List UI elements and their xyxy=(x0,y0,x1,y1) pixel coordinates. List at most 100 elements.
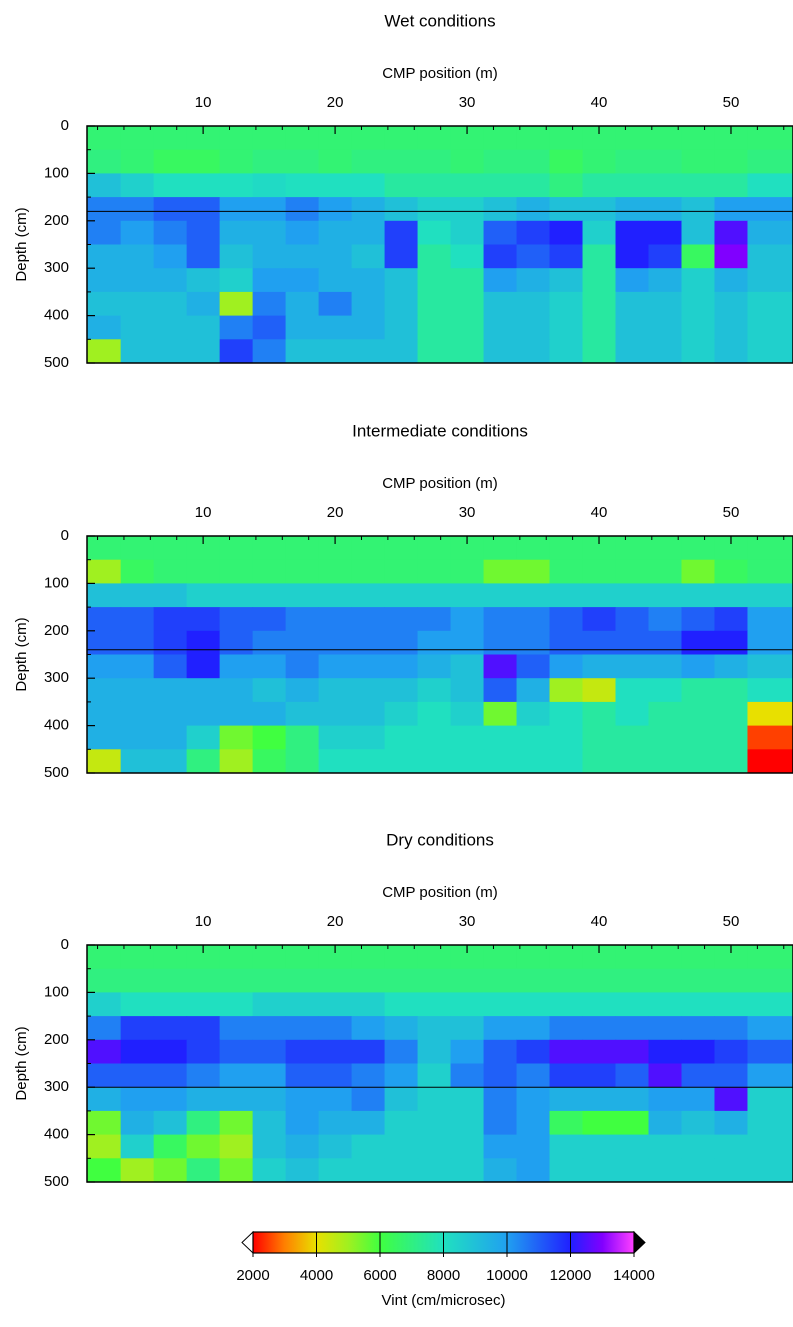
heatmap-cell xyxy=(582,1063,617,1088)
heatmap-cell xyxy=(681,701,715,727)
heatmap-cell xyxy=(351,536,386,561)
heatmap-cell xyxy=(516,536,551,561)
heatmap-cell xyxy=(252,1134,287,1159)
heatmap-cell xyxy=(549,749,584,774)
x-tick-label: 10 xyxy=(195,504,212,521)
heatmap-cell xyxy=(450,630,485,655)
heatmap-cell xyxy=(483,607,518,632)
heatmap-cell xyxy=(252,1063,287,1088)
heatmap-cell xyxy=(120,654,155,679)
heatmap-cell xyxy=(483,1039,518,1064)
heatmap-cell xyxy=(483,701,518,727)
heatmap-cell xyxy=(681,1063,715,1088)
heatmap-cell xyxy=(318,1063,353,1088)
heatmap-cell xyxy=(516,630,551,655)
heatmap-cell xyxy=(747,607,793,632)
heatmap-cell xyxy=(747,654,793,679)
heatmap-cell xyxy=(549,945,584,970)
heatmap-cell xyxy=(219,220,254,245)
heatmap-cell xyxy=(549,630,584,655)
heatmap-cell xyxy=(582,630,617,655)
heatmap-cell xyxy=(648,1158,682,1183)
heatmap-cell xyxy=(516,268,551,293)
heatmap-cell xyxy=(681,339,715,364)
heatmap-cell xyxy=(714,583,748,608)
heatmap-cell xyxy=(747,945,793,970)
heatmap-cell xyxy=(450,1087,485,1112)
heatmap-cell xyxy=(714,339,748,364)
heatmap-cell xyxy=(549,126,584,151)
heatmap-cell xyxy=(549,559,584,584)
heatmap-cell xyxy=(252,149,287,174)
heatmap-cell xyxy=(648,1087,682,1112)
heatmap-cell xyxy=(615,559,650,584)
heatmap-cell xyxy=(483,968,518,993)
heatmap-cell xyxy=(483,220,518,245)
heatmap-cell xyxy=(648,630,682,655)
heatmap-cell xyxy=(516,1087,551,1112)
heatmap-cell xyxy=(714,268,748,293)
heatmap-cell xyxy=(351,630,386,655)
heatmap-cell xyxy=(285,945,320,970)
heatmap-cell xyxy=(450,220,485,245)
heatmap-cell xyxy=(615,1134,650,1159)
heatmap-cell xyxy=(384,339,419,364)
heatmap-cell xyxy=(153,339,188,364)
heatmap-cell xyxy=(252,1016,287,1041)
heatmap-cell xyxy=(87,197,122,222)
heatmap-cell xyxy=(384,630,419,655)
heatmap-cell xyxy=(582,1016,617,1041)
y-axis-label: Depth (cm) xyxy=(13,207,30,281)
heatmap-cell xyxy=(681,725,715,750)
heatmap-cell xyxy=(153,559,188,584)
heatmap-cell xyxy=(516,749,551,774)
heatmap-cell xyxy=(648,1063,682,1088)
heatmap-cell xyxy=(615,992,650,1017)
heatmap-cell xyxy=(681,149,715,174)
heatmap-cell xyxy=(681,1110,715,1136)
heatmap-cell xyxy=(417,1039,452,1064)
heatmap-cell xyxy=(120,607,155,632)
heatmap-cell xyxy=(681,1134,715,1159)
heatmap-cell xyxy=(714,968,748,993)
heatmap-cell xyxy=(351,678,386,703)
heatmap-cell xyxy=(186,630,221,655)
heatmap-cell xyxy=(648,678,682,703)
heatmap-cell xyxy=(384,1016,419,1041)
heatmap-cell xyxy=(252,749,287,774)
heatmap-cell xyxy=(516,654,551,679)
heatmap-cell xyxy=(153,149,188,174)
heatmap-cell xyxy=(648,701,682,727)
heatmap-cell xyxy=(450,1134,485,1159)
heatmap-cell xyxy=(615,268,650,293)
heatmap-cell xyxy=(417,291,452,317)
heatmap-cell xyxy=(681,749,715,774)
heatmap-cell xyxy=(351,1016,386,1041)
heatmap-cell xyxy=(714,1158,748,1183)
heatmap-cell xyxy=(120,244,155,269)
heatmap-cell xyxy=(153,1016,188,1041)
heatmap-cell xyxy=(153,268,188,293)
heatmap-cell xyxy=(384,749,419,774)
heatmap-cell xyxy=(153,1158,188,1183)
heatmap-cell xyxy=(153,197,188,222)
heatmap-cell xyxy=(219,583,254,608)
heatmap-cell xyxy=(318,559,353,584)
heatmap-cell xyxy=(351,1039,386,1064)
heatmap-cell xyxy=(417,1158,452,1183)
heatmap-cell xyxy=(549,291,584,317)
panel-title: Wet conditions xyxy=(384,11,495,30)
heatmap-cell xyxy=(747,1134,793,1159)
heatmap-cell xyxy=(615,1087,650,1112)
heatmap-cell xyxy=(186,1134,221,1159)
heatmap-cell xyxy=(549,536,584,561)
heatmap-cell xyxy=(714,1110,748,1136)
heatmap-cell xyxy=(87,339,122,364)
heatmap-cell xyxy=(516,126,551,151)
heatmap-cell xyxy=(219,339,254,364)
heatmap-cell xyxy=(186,315,221,340)
heatmap-cell xyxy=(87,725,122,750)
heatmap-cell xyxy=(252,173,287,198)
heatmap-cell xyxy=(417,339,452,364)
